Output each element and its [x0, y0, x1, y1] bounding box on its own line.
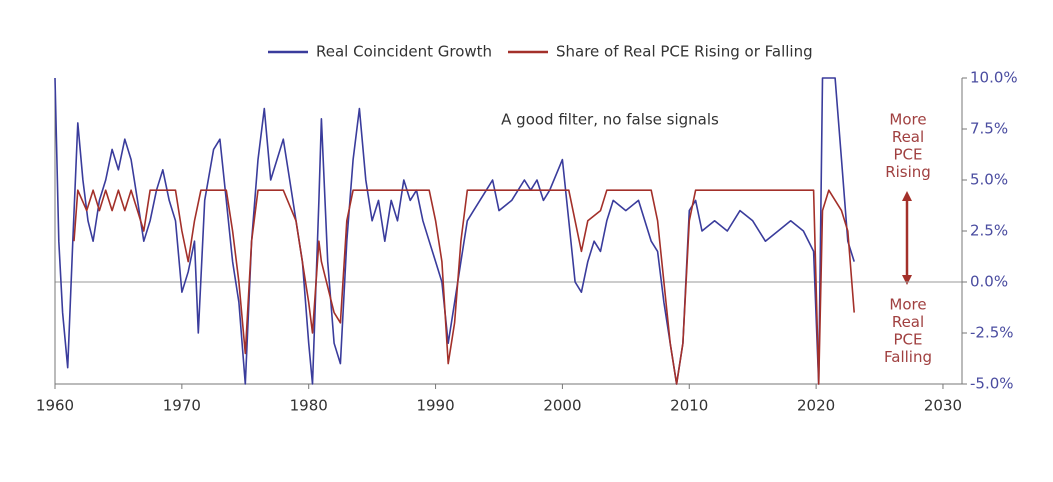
- y-tick-label: 2.5%: [970, 222, 1008, 240]
- legend-label: Share of Real PCE Rising or Falling: [556, 43, 813, 61]
- annotation: Falling: [884, 348, 932, 366]
- x-tick-label: 1960: [36, 397, 74, 415]
- x-tick-label: 1970: [163, 397, 201, 415]
- annotation: PCE: [894, 331, 923, 349]
- annotation: Real: [892, 128, 924, 146]
- annotation: More: [889, 111, 926, 129]
- y-tick-label: -2.5%: [970, 324, 1014, 342]
- x-tick-label: 2000: [543, 397, 581, 415]
- legend-label: Real Coincident Growth: [316, 43, 492, 61]
- annotation: PCE: [894, 146, 923, 164]
- y-tick-label: 5.0%: [970, 171, 1008, 189]
- annotation: Real: [892, 313, 924, 331]
- x-tick-label: 1980: [290, 397, 328, 415]
- annotation: More: [889, 296, 926, 314]
- y-tick-label: 7.5%: [970, 120, 1008, 138]
- y-tick-label: -5.0%: [970, 375, 1014, 393]
- series-line: [73, 189, 855, 385]
- x-tick-label: 1990: [416, 397, 454, 415]
- x-tick-label: 2030: [924, 397, 962, 415]
- annotation: Rising: [885, 163, 931, 181]
- annotation: A good filter, no false signals: [501, 111, 719, 129]
- series-line: [54, 77, 855, 385]
- x-tick-label: 2010: [670, 397, 708, 415]
- x-tick-label: 2020: [797, 397, 835, 415]
- y-tick-label: 0.0%: [970, 273, 1008, 291]
- y-tick-label: 10.0%: [970, 69, 1018, 87]
